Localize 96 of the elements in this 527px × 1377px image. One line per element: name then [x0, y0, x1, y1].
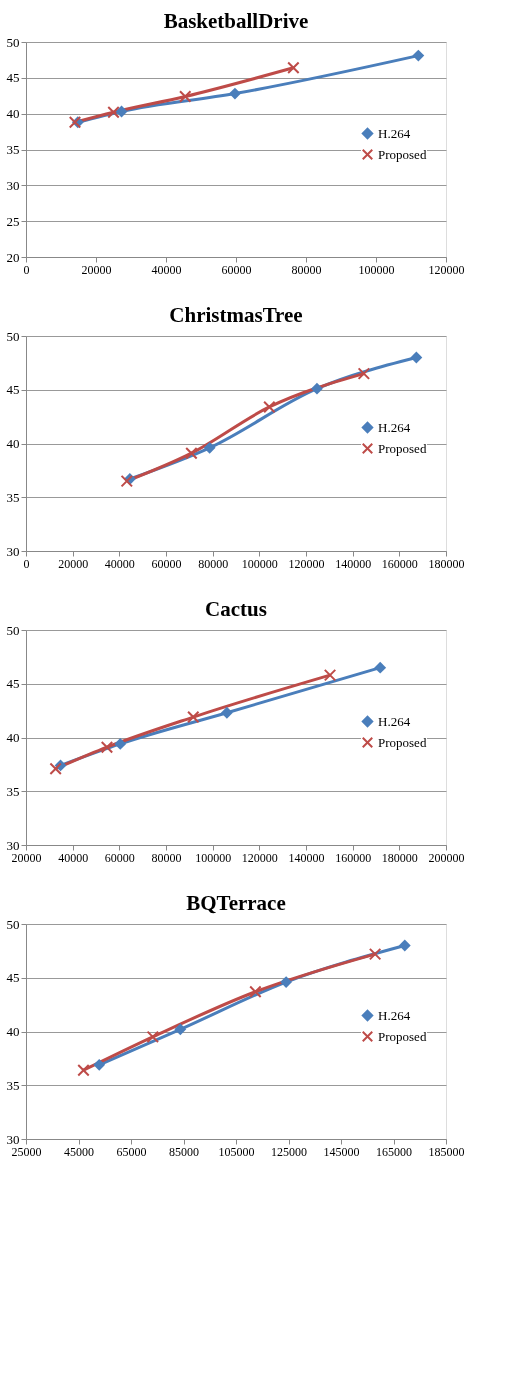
legend-label: H.264	[378, 713, 411, 729]
point	[412, 49, 425, 62]
x-tick-label: 125000	[271, 1144, 307, 1159]
point	[100, 740, 114, 754]
y-tick-label: 35	[6, 489, 20, 505]
x-tick-label: 65000	[116, 1144, 147, 1159]
point	[287, 61, 300, 75]
y-tick-label: 45	[6, 970, 20, 986]
legend-label: Proposed	[378, 734, 427, 750]
x-tick-label: 120000	[241, 850, 278, 865]
x-tick-label: 185000	[428, 1144, 465, 1159]
legend-label: H.264	[378, 1007, 411, 1023]
point	[93, 1058, 106, 1071]
legend-label: H.264	[378, 125, 411, 141]
point	[174, 1023, 187, 1036]
x-tick-label: 80000	[151, 850, 182, 865]
point	[179, 90, 192, 103]
point	[203, 441, 216, 454]
x-tick-label: 100000	[195, 850, 232, 865]
x-tick-label: 160000	[335, 850, 372, 865]
y-tick-label: 50	[6, 622, 20, 638]
x-tick-label: 45000	[64, 1144, 94, 1159]
point	[410, 351, 423, 364]
y-tick-label: 40	[6, 730, 20, 745]
point	[368, 947, 382, 961]
y-tick-label: 25	[6, 213, 20, 229]
chart-title: Cactus	[205, 597, 267, 621]
y-tick-label: 30	[6, 543, 20, 559]
y-tick-label: 40	[6, 106, 20, 122]
x-tick-label: 40000	[104, 556, 135, 571]
x-tick-label: 160000	[381, 556, 418, 571]
x-tick-label: 165000	[376, 1144, 412, 1159]
point	[185, 446, 198, 460]
x-tick-label: 140000	[335, 556, 372, 571]
point	[357, 367, 371, 380]
x-tick-label: 85000	[169, 1144, 199, 1159]
x-tick-label: 40000	[58, 850, 89, 865]
y-tick-label: 50	[6, 328, 20, 344]
point	[114, 738, 127, 750]
x-tick-label: 100000	[241, 556, 278, 571]
x-tick-label: 60000	[221, 262, 252, 277]
x-tick-label: 20000	[58, 556, 89, 571]
y-tick-label: 35	[6, 142, 20, 157]
x-tick-label: 60000	[104, 850, 135, 865]
y-tick-label: 35	[6, 1077, 20, 1093]
point	[323, 668, 337, 682]
x-tick-label: 145000	[323, 1144, 360, 1159]
y-tick-label: 45	[6, 70, 20, 86]
y-tick-label: 50	[6, 34, 20, 50]
x-tick-label: 0	[23, 262, 30, 277]
point	[107, 105, 120, 119]
y-tick-label: 30	[6, 837, 20, 853]
x-tick-label: 80000	[198, 556, 229, 571]
y-tick-label: 20	[6, 249, 20, 265]
point	[187, 710, 200, 724]
x-tick-label: 25000	[11, 1144, 42, 1159]
y-tick-label: 40	[6, 1024, 20, 1039]
point	[146, 1030, 160, 1044]
x-tick-label: 180000	[428, 556, 465, 571]
legend-label: Proposed	[378, 440, 427, 456]
point	[220, 706, 233, 719]
x-tick-label: 80000	[291, 262, 322, 277]
chart-title: BasketballDrive	[163, 9, 309, 33]
y-tick-label: 30	[6, 177, 20, 193]
y-tick-label: 45	[6, 676, 20, 692]
x-tick-label: 105000	[218, 1144, 255, 1159]
y-tick-label: 30	[6, 1131, 20, 1147]
x-tick-label: 0	[23, 556, 30, 571]
y-tick-label: 50	[6, 916, 20, 932]
x-tick-label: 180000	[381, 850, 418, 865]
y-tick-label: 35	[6, 783, 20, 799]
legend-label: Proposed	[378, 1028, 427, 1044]
x-tick-label: 60000	[151, 556, 182, 571]
point	[263, 400, 276, 414]
legend-label: H.264	[378, 419, 411, 435]
x-tick-label: 140000	[288, 850, 325, 865]
point	[311, 382, 323, 395]
point	[249, 985, 262, 998]
y-tick-label: 40	[6, 436, 20, 451]
x-tick-label: 100000	[358, 262, 395, 277]
point	[229, 87, 241, 100]
point	[374, 661, 387, 674]
x-tick-label: 20000	[81, 262, 112, 277]
x-tick-label: 200000	[428, 850, 465, 865]
legend-label: Proposed	[378, 146, 427, 162]
chart-title: BQTerrace	[186, 891, 286, 915]
y-tick-label: 45	[6, 382, 20, 398]
chart-title: ChristmasTree	[169, 303, 303, 327]
point	[280, 976, 293, 988]
x-tick-label: 40000	[151, 262, 182, 277]
x-tick-label: 120000	[288, 556, 325, 571]
x-tick-label: 20000	[11, 850, 42, 865]
point	[77, 1063, 90, 1077]
x-tick-label: 120000	[428, 262, 465, 277]
point	[49, 762, 62, 775]
point	[398, 939, 411, 952]
